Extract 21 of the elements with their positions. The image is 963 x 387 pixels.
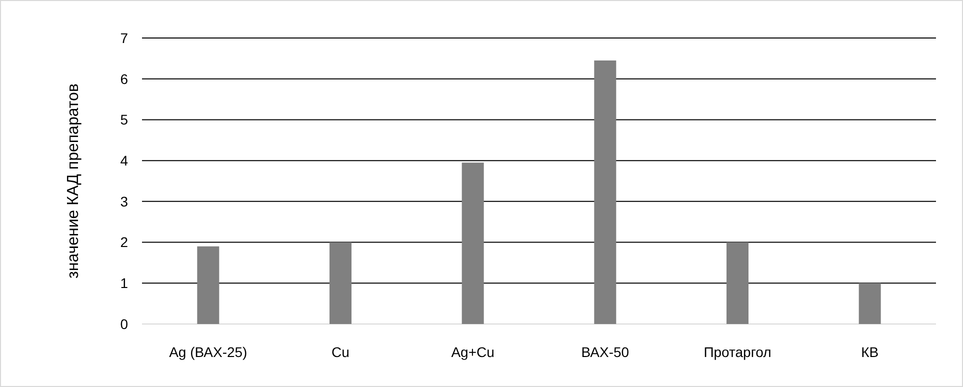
bar <box>330 242 352 324</box>
x-tick-label: КВ <box>861 344 879 360</box>
bar <box>594 60 616 324</box>
x-tick-label: ВАХ-50 <box>581 344 630 360</box>
y-axis-title: значение КАД препаратов <box>65 84 82 278</box>
y-tick-label: 5 <box>120 112 128 128</box>
x-tick-label: Ag+Cu <box>451 344 494 360</box>
y-tick-label: 1 <box>120 275 128 292</box>
y-tick-label: 7 <box>120 30 128 46</box>
bar <box>858 283 881 324</box>
y-tick-label: 4 <box>120 152 128 168</box>
x-tick-label: Cu <box>332 344 350 360</box>
bar <box>726 242 748 324</box>
y-tick-label: 3 <box>120 193 128 210</box>
x-tick-label: Ag (ВАХ-25) <box>169 344 248 360</box>
bar <box>197 246 220 324</box>
y-tick-label: 6 <box>120 70 128 87</box>
y-tick-label: 0 <box>120 316 128 332</box>
y-tick-label: 2 <box>120 234 128 250</box>
x-tick-label: Протаргол <box>704 344 772 360</box>
bar <box>462 162 484 324</box>
